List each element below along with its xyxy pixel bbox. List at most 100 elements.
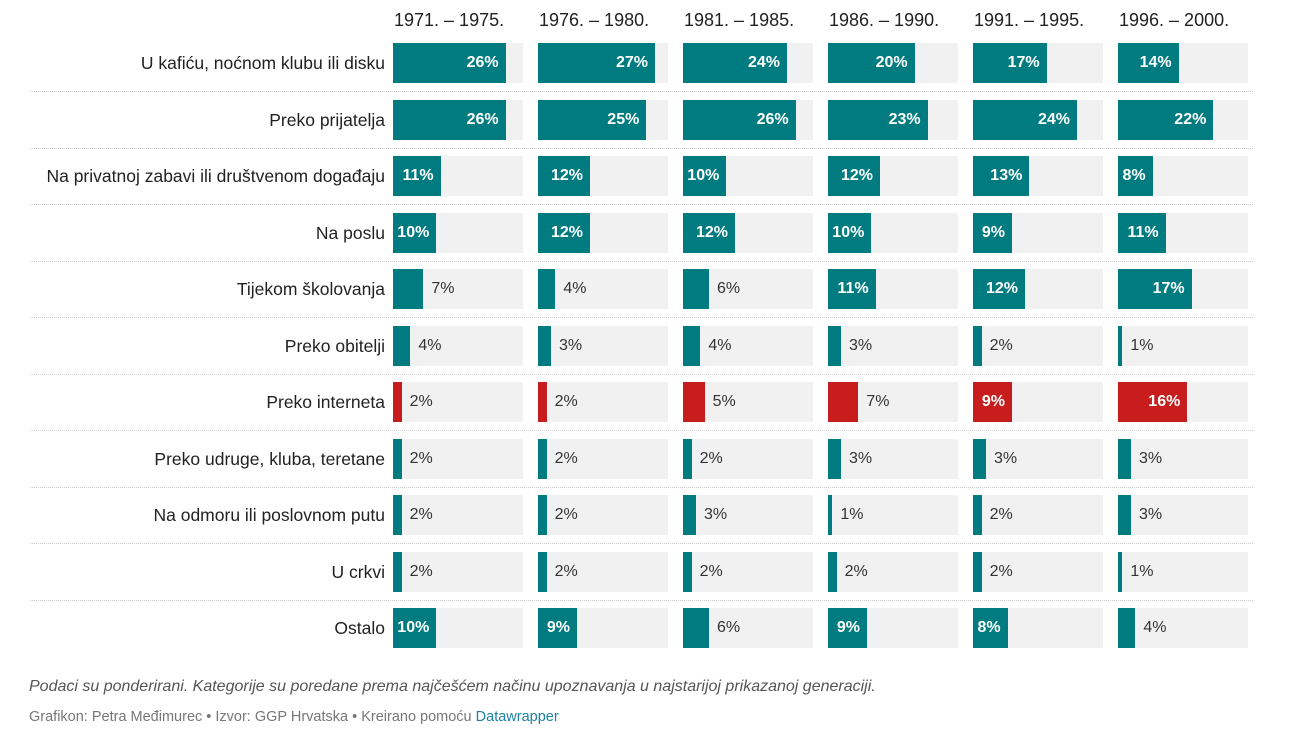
data-label: 2% [409, 393, 433, 410]
bar-background [393, 382, 523, 422]
bar [538, 43, 655, 83]
bar [1118, 438, 1131, 479]
bar [683, 325, 701, 366]
bar [538, 156, 590, 196]
bar [828, 156, 880, 196]
column-header: 1996. – 2000. [1119, 10, 1230, 30]
bar [828, 269, 876, 309]
bar-background [1118, 325, 1248, 366]
bar [683, 438, 692, 479]
data-label: 17% [1007, 54, 1040, 71]
row-separator [30, 486, 1253, 488]
data-label: 2% [409, 562, 433, 580]
bar [973, 99, 1077, 140]
row-label: Preko obitelji [284, 335, 385, 356]
data-label: 2% [844, 562, 868, 580]
data-label: 3% [1139, 449, 1163, 467]
bar [393, 438, 402, 479]
data-label: 12% [985, 280, 1018, 297]
data-label: 11% [1127, 223, 1159, 241]
column-header: 1991. – 1995. [974, 10, 1085, 30]
data-label: 26% [466, 110, 499, 128]
bar [538, 382, 547, 422]
row-separator [30, 91, 1253, 92]
data-label: 3% [994, 449, 1018, 467]
data-label: 14% [1139, 54, 1172, 71]
bar-background [538, 495, 668, 535]
bar [828, 325, 841, 366]
row-separator [30, 204, 1253, 205]
bar-background [973, 551, 1103, 592]
data-label: 4% [418, 336, 442, 354]
bar [538, 99, 647, 140]
bar [683, 156, 727, 196]
bar [538, 551, 547, 592]
chart: 1971. – 1975. 1976. – 1980. 1981. – 1985. 1… [30, 10, 1253, 648]
bar [973, 43, 1047, 83]
row-separator [30, 543, 1253, 544]
row-label: Preko prijatelja [269, 109, 385, 130]
data-label: 6% [717, 280, 741, 297]
bar [828, 382, 859, 422]
bar-background [538, 551, 668, 592]
data-label: 2% [409, 449, 433, 467]
row-label: Na privatnoj zabavi ili društvenom događ… [46, 166, 385, 186]
datawrapper-link[interactable]: Datawrapper [475, 709, 559, 725]
bar [1118, 269, 1192, 309]
bar [1118, 325, 1123, 366]
data-label: 17% [1152, 280, 1185, 297]
chart-notes: Podaci su ponderirani. Kategorije su por… [29, 678, 876, 695]
bar [683, 551, 692, 592]
bar [538, 438, 547, 479]
data-label: 7% [431, 280, 455, 297]
bar-background [683, 382, 813, 422]
bar-background [1118, 608, 1248, 648]
column-header: 1976. – 1980. [539, 10, 650, 30]
bar-background [828, 551, 958, 592]
bar [683, 269, 709, 309]
row-label: Preko interneta [266, 392, 385, 412]
bar [828, 212, 872, 253]
bar-background [683, 551, 813, 592]
data-label: 3% [849, 449, 873, 467]
data-label: 1% [1130, 336, 1154, 354]
bar [1118, 608, 1136, 648]
bar-background [538, 325, 668, 366]
bar [393, 325, 411, 366]
data-label: 26% [466, 54, 499, 71]
bar-background [538, 438, 668, 479]
column-header: 1971. – 1975. [394, 10, 505, 30]
bar [393, 608, 437, 648]
bar-background [1118, 438, 1248, 479]
data-label: 2% [699, 449, 723, 467]
data-label: 12% [840, 167, 873, 184]
bar [1118, 551, 1123, 592]
bar [683, 99, 796, 140]
data-label: 3% [1139, 506, 1163, 523]
data-label: 2% [989, 562, 1013, 580]
row-label: Na poslu [315, 222, 385, 243]
data-label: 12% [550, 223, 583, 241]
data-label: 2% [554, 562, 578, 580]
data-label: 1% [1130, 562, 1154, 580]
bar [538, 495, 547, 535]
bar-background [393, 495, 523, 535]
data-label: 9% [981, 393, 1005, 410]
bar [828, 43, 915, 83]
data-label: 6% [717, 619, 741, 636]
row-label: Na odmoru ili poslovnom putu [153, 505, 385, 525]
data-label: 24% [1037, 110, 1070, 128]
bar [973, 382, 1012, 422]
bar [973, 551, 982, 592]
bar [683, 495, 696, 535]
bar [828, 495, 833, 535]
bar [828, 99, 928, 140]
row-label: U kafiću, noćnom klubu ili disku [140, 53, 385, 73]
data-label: 27% [615, 54, 648, 71]
row-label: Preko udruge, kluba, teretane [154, 448, 385, 469]
row-label: Tijekom školovanja [236, 279, 385, 299]
data-label: 10% [687, 167, 720, 184]
bar [683, 43, 787, 83]
row-separator [30, 317, 1253, 318]
data-label: 4% [563, 280, 587, 297]
